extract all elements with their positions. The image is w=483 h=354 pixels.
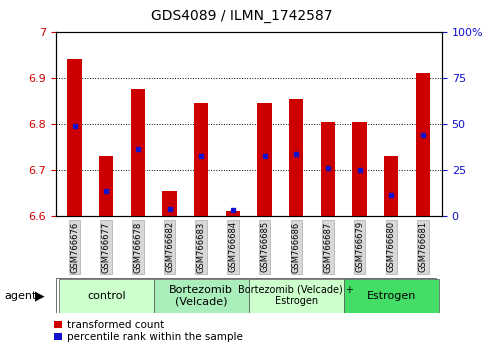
Text: GSM766685: GSM766685 (260, 221, 269, 273)
Text: GSM766678: GSM766678 (133, 221, 142, 273)
Text: GSM766681: GSM766681 (418, 221, 427, 273)
Text: GSM766687: GSM766687 (324, 221, 332, 273)
Legend: transformed count, percentile rank within the sample: transformed count, percentile rank withi… (54, 320, 243, 342)
Bar (289, 98, 303, 216)
Text: Estrogen: Estrogen (367, 291, 416, 301)
Bar (99, 156, 114, 216)
Bar (162, 190, 177, 216)
Bar (384, 156, 398, 216)
Text: GSM766676: GSM766676 (70, 221, 79, 273)
Text: GSM766682: GSM766682 (165, 221, 174, 273)
Bar (68, 59, 82, 216)
Text: GDS4089 / ILMN_1742587: GDS4089 / ILMN_1742587 (151, 9, 332, 23)
Bar (257, 103, 272, 216)
FancyBboxPatch shape (59, 279, 154, 313)
Text: ▶: ▶ (35, 289, 45, 302)
FancyBboxPatch shape (56, 278, 436, 313)
Bar (131, 89, 145, 216)
Text: GSM766677: GSM766677 (102, 221, 111, 273)
Text: Bortezomib (Velcade) +
Estrogen: Bortezomib (Velcade) + Estrogen (238, 285, 354, 307)
Text: GSM766680: GSM766680 (387, 221, 396, 273)
Bar (321, 122, 335, 216)
FancyBboxPatch shape (249, 279, 344, 313)
Bar (353, 122, 367, 216)
FancyBboxPatch shape (154, 279, 249, 313)
Text: Bortezomib
(Velcade): Bortezomib (Velcade) (170, 285, 233, 307)
Bar (416, 73, 430, 216)
Text: control: control (87, 291, 126, 301)
Text: agent: agent (5, 291, 37, 301)
Text: GSM766683: GSM766683 (197, 221, 206, 273)
Text: GSM766684: GSM766684 (228, 221, 238, 273)
Text: GSM766686: GSM766686 (292, 221, 301, 273)
Bar (226, 211, 240, 216)
FancyBboxPatch shape (344, 279, 439, 313)
Text: GSM766679: GSM766679 (355, 221, 364, 273)
Bar (194, 103, 208, 216)
